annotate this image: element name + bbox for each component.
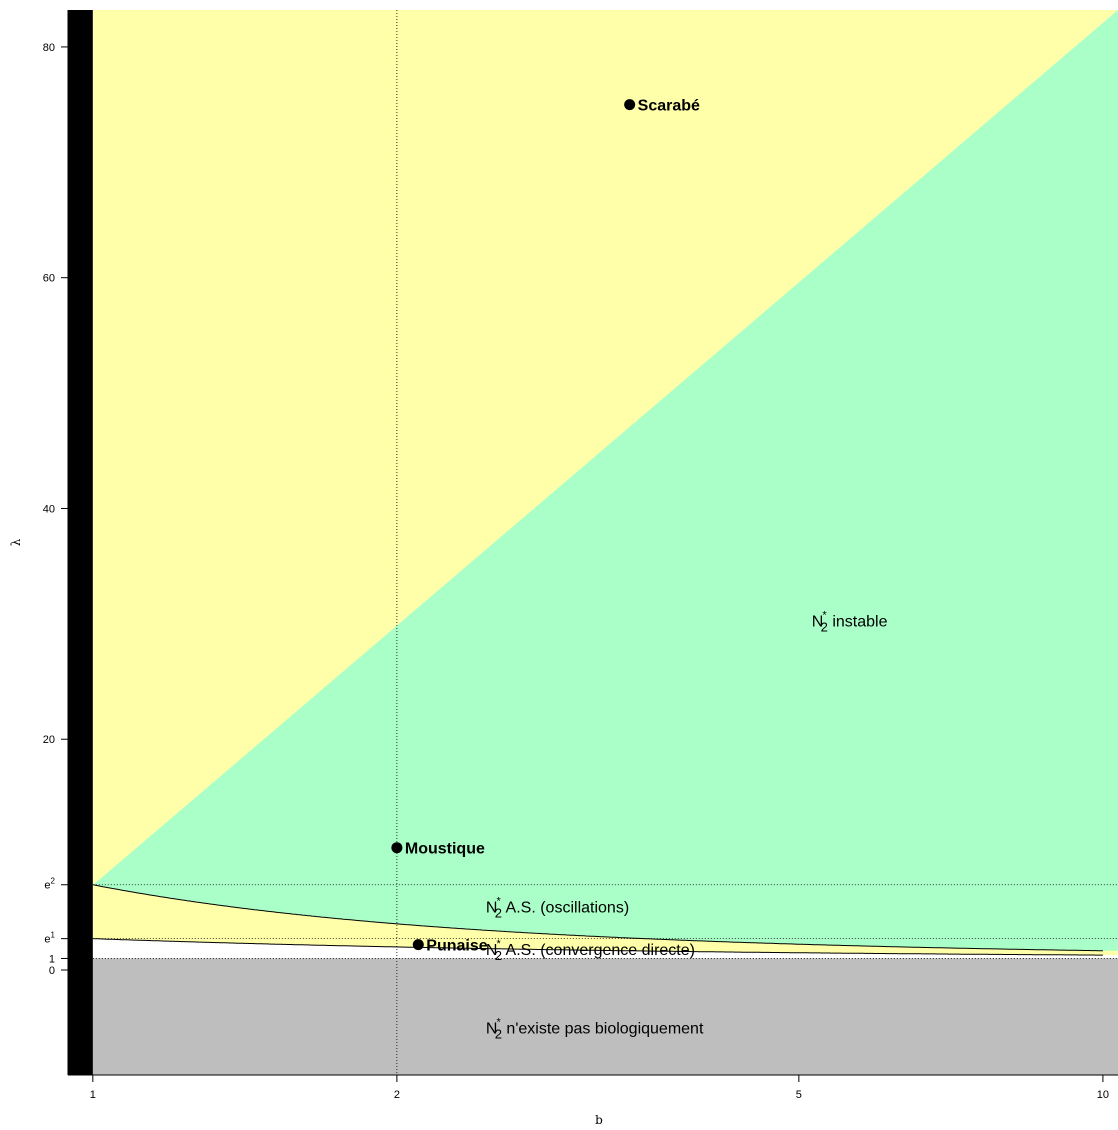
y-axis-label: λ bbox=[9, 538, 23, 546]
data-point-label: Moustique bbox=[405, 841, 485, 858]
y-tick-label: 80 bbox=[43, 42, 55, 54]
curves bbox=[93, 884, 1103, 956]
y-tick-label: e2 bbox=[44, 877, 55, 892]
boundary-curve-upper bbox=[93, 884, 1103, 952]
y-tick-label: 20 bbox=[43, 734, 55, 746]
data-point bbox=[624, 99, 636, 111]
x-tick-label: 5 bbox=[796, 1089, 802, 1101]
x-axis-label: b bbox=[595, 1113, 603, 1127]
region-labels: N* 2 n'existe pas biologiquement N* 2 A.S. … bbox=[486, 609, 888, 1041]
region-label-convergence: N* 2 A.S. (convergence directe) bbox=[486, 938, 695, 963]
y-tick-label: 0 bbox=[49, 965, 55, 977]
regions bbox=[68, 10, 1118, 1075]
y-tick-label: e1 bbox=[44, 931, 55, 946]
region-label-oscillations: N* 2 A.S. (oscillations) bbox=[486, 896, 629, 921]
data-point-label: Scarabé bbox=[638, 98, 700, 115]
data-point-label: Punaise bbox=[426, 938, 487, 955]
reference-lines bbox=[92, 10, 1118, 1075]
region-label-no-biological: N* 2 n'existe pas biologiquement bbox=[486, 1017, 704, 1042]
region-unstable bbox=[93, 10, 1118, 951]
boundary-curve-lower bbox=[93, 938, 1103, 956]
left-black-band bbox=[68, 10, 93, 1075]
y-tick-label: 40 bbox=[43, 503, 55, 515]
x-tick-label: 1 bbox=[90, 1089, 96, 1101]
data-point bbox=[391, 842, 403, 854]
y-tick-label: 60 bbox=[43, 273, 55, 285]
data-point bbox=[412, 939, 424, 951]
region-label-unstable: N* 2 instable bbox=[812, 609, 888, 634]
region-no-biological bbox=[68, 958, 1118, 1075]
x-tick-label: 10 bbox=[1097, 1089, 1109, 1101]
y-tick-label: 1 bbox=[49, 953, 55, 965]
x-tick-label: 2 bbox=[394, 1089, 400, 1101]
points: Scarabé Moustique Punaise bbox=[391, 98, 700, 955]
